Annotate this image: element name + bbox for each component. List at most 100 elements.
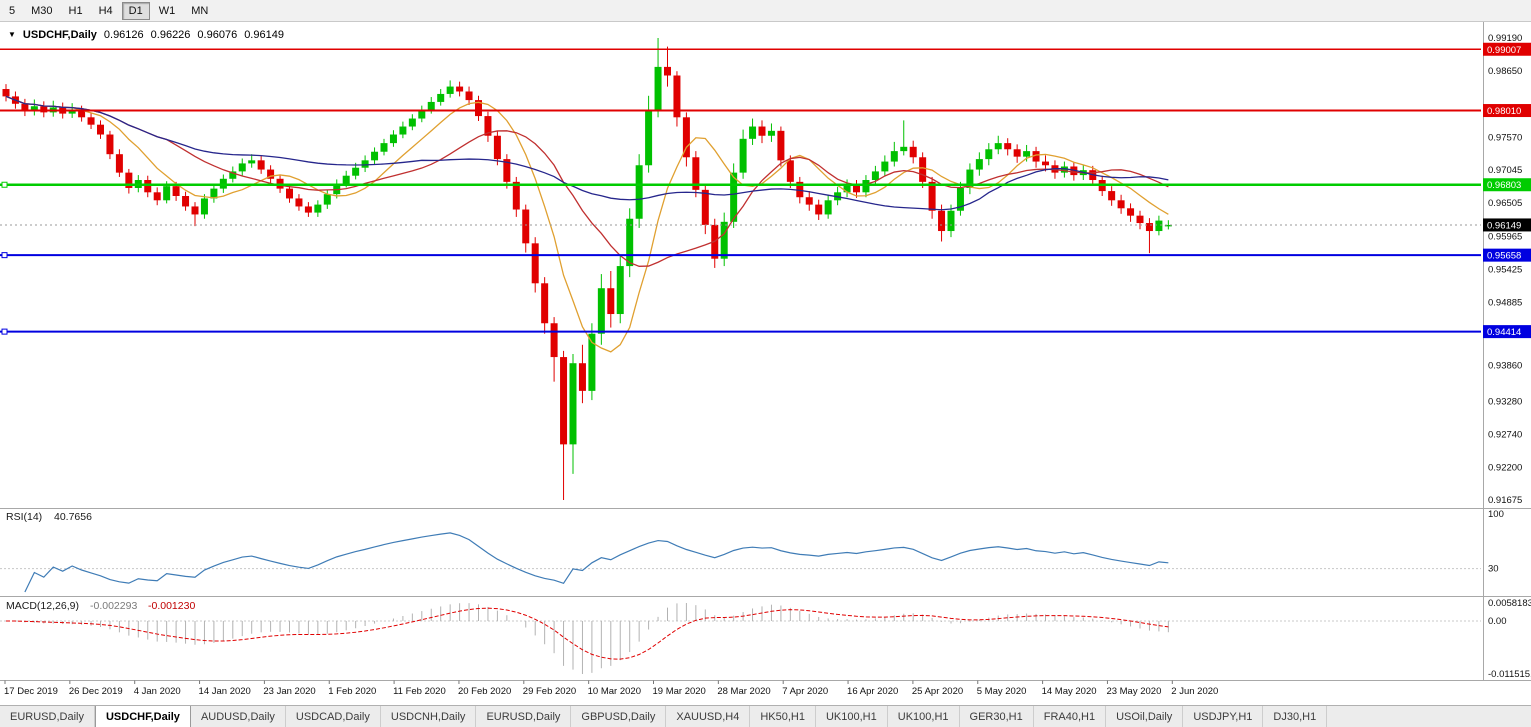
candle-body: [200, 198, 208, 215]
hline-handle[interactable]: [1, 252, 8, 259]
candle-body: [503, 159, 511, 182]
candle-body: [1117, 200, 1125, 209]
candle-body: [115, 154, 123, 173]
moving-average-line: [5, 95, 1169, 267]
chart-tab-usdcnh-daily[interactable]: USDCNH,Daily: [381, 706, 477, 727]
candle-body: [295, 198, 303, 207]
price-tick-label: 0.99190: [1488, 33, 1522, 44]
rsi-line: [24, 532, 1169, 593]
chart-tabs-bar: EURUSD,Daily USDCHF,Daily AUDUSD,Daily USDC…: [0, 705, 1531, 727]
price-tag-label: 0.98010: [1487, 106, 1521, 117]
date-label: 28 Mar 2020: [717, 686, 770, 697]
candle-body: [720, 221, 728, 259]
chart-tab-usdcad-daily[interactable]: USDCAD,Daily: [286, 706, 381, 727]
candle-body: [352, 167, 360, 176]
candle-body: [229, 171, 237, 179]
candle-body: [30, 106, 38, 112]
candle-body: [371, 151, 379, 161]
date-label: 7 Apr 2020: [782, 686, 828, 697]
candle-body: [843, 184, 851, 193]
chart-tab-uk100-h1[interactable]: UK100,H1: [888, 706, 960, 727]
candle-body: [900, 146, 908, 152]
price-tag-label: 0.99007: [1487, 45, 1521, 56]
timeframe-button-mn[interactable]: MN: [184, 2, 215, 20]
candle-body: [909, 146, 917, 158]
chart-tab-fra40-h1[interactable]: FRA40,H1: [1034, 706, 1107, 727]
rsi-axis-label: 100: [1488, 509, 1504, 520]
macd-pane: [0, 603, 1481, 674]
candle-body: [446, 86, 454, 94]
price-tag: [1483, 325, 1531, 339]
timeframe-toolbar: 5 M30 H1 H4 D1 W1 MN: [0, 0, 1531, 22]
candle-body: [182, 195, 190, 207]
price-tag: [1483, 42, 1531, 56]
chart-tab-eurusd-daily[interactable]: EURUSD,Daily: [476, 706, 572, 727]
chart-tab-uk100-h1[interactable]: UK100,H1: [816, 706, 888, 727]
price-tag: [1483, 178, 1531, 192]
timeframe-button-d1[interactable]: D1: [121, 1, 150, 20]
candle-body: [597, 288, 605, 334]
chart-tab-gbpusd-daily[interactable]: GBPUSD,Daily: [571, 706, 667, 727]
date-label: 19 Mar 2020: [653, 686, 706, 697]
candle-body: [1004, 143, 1012, 150]
chart-tab-usoil-daily[interactable]: USOil,Daily: [1106, 706, 1184, 727]
candle-body: [975, 159, 983, 170]
candle-body: [673, 75, 681, 118]
date-label: 5 May 2020: [977, 686, 1027, 697]
date-label: 14 Jan 2020: [199, 686, 251, 697]
candle-body: [1042, 161, 1049, 166]
date-label: 26 Dec 2019: [69, 686, 123, 697]
candle-body: [286, 188, 293, 199]
price-tag: [1483, 248, 1531, 262]
candle-body: [248, 160, 256, 164]
chart-tab-dj30-h1[interactable]: DJ30,H1: [1263, 706, 1328, 727]
candle-body: [682, 117, 690, 158]
date-label: 29 Feb 2020: [523, 686, 576, 697]
candle-body: [87, 117, 95, 125]
price-tick-label: 0.92740: [1488, 430, 1522, 441]
candle-body: [40, 106, 48, 113]
candle-body: [106, 134, 114, 155]
rsi-indicator-value: 40.7656: [54, 511, 92, 523]
candle-body: [1023, 151, 1031, 157]
candle-body: [767, 130, 775, 136]
timeframe-button-h1[interactable]: H1: [62, 2, 90, 20]
candle-body: [994, 143, 1002, 150]
candle-body: [777, 130, 785, 161]
hline-handle[interactable]: [1, 181, 8, 188]
candle-body: [342, 175, 350, 184]
candle-body: [2, 89, 10, 97]
macd-indicator-label: MACD(12,26,9): [6, 600, 79, 612]
candle-body: [1136, 215, 1144, 224]
chart-tab-eurusd-daily[interactable]: EURUSD,Daily: [0, 706, 95, 727]
candle-body: [125, 172, 133, 189]
timeframe-button-w1[interactable]: W1: [152, 2, 183, 20]
timeframe-button-5[interactable]: 5: [2, 2, 22, 20]
price-tag-label: 0.94414: [1487, 327, 1521, 338]
candle-body: [578, 363, 586, 391]
candle-body: [1013, 149, 1021, 157]
candle-body: [890, 151, 898, 162]
chart-canvas[interactable]: RSI(14) 40.7656 MACD(12,26,9) -0.002293 …: [0, 22, 1531, 705]
candle-body: [1145, 223, 1153, 232]
price-tag-label: 0.95658: [1487, 251, 1521, 262]
chart-tab-xauusd-h4[interactable]: XAUUSD,H4: [666, 706, 751, 727]
chart-tab-usdjpy-h1[interactable]: USDJPY,H1: [1183, 706, 1264, 727]
chart-tab-hk50-h1[interactable]: HK50,H1: [750, 706, 816, 727]
chart-tab-ger30-h1[interactable]: GER30,H1: [960, 706, 1034, 727]
candle-body: [569, 363, 577, 445]
candle-body: [1164, 224, 1172, 227]
candle-body: [172, 186, 180, 196]
candle-body: [78, 109, 86, 118]
hline-handle[interactable]: [1, 328, 8, 335]
timeframe-button-m30[interactable]: M30: [24, 2, 59, 20]
candle-body: [333, 183, 341, 195]
timeframe-button-h4[interactable]: H4: [92, 2, 120, 20]
candle-body: [947, 210, 955, 232]
chart-tab-usdchf-daily[interactable]: USDCHF,Daily: [94, 706, 191, 727]
candle-body: [692, 157, 700, 190]
chart-tab-audusd-daily[interactable]: AUDUSD,Daily: [191, 706, 286, 727]
date-label: 10 Mar 2020: [588, 686, 641, 697]
candle-body: [805, 197, 813, 205]
one-click-trading-arrow-icon[interactable]: ▼: [8, 30, 16, 39]
